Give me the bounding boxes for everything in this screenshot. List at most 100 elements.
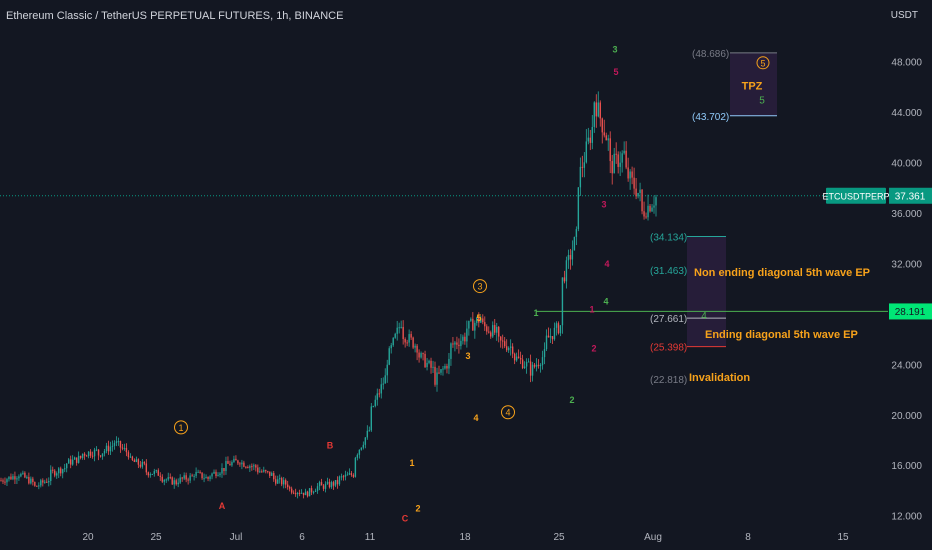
candle-body xyxy=(263,470,265,472)
candle-body xyxy=(77,455,80,463)
candle-body xyxy=(412,337,414,348)
candle-body xyxy=(649,205,651,212)
candle-body xyxy=(655,197,657,206)
candle-body xyxy=(645,216,647,218)
candle-body xyxy=(623,150,625,154)
x-tick-label: Aug xyxy=(644,532,662,543)
candle-body xyxy=(139,464,142,467)
candle-body xyxy=(464,336,466,342)
candle-body xyxy=(494,325,496,333)
annotation-text: Non ending diagonal 5th wave EP xyxy=(694,267,870,279)
candle-body xyxy=(627,167,629,179)
candle-body xyxy=(298,492,301,494)
candle-body xyxy=(438,372,440,374)
candle-body xyxy=(283,480,285,485)
candle-body xyxy=(503,341,506,347)
candle-body xyxy=(362,444,365,448)
candle-body xyxy=(290,488,293,493)
candle-body xyxy=(24,472,26,478)
candle-body xyxy=(87,451,90,457)
candle-body xyxy=(591,126,593,143)
candle-body xyxy=(241,462,243,465)
candle-body xyxy=(69,459,72,465)
candle-body xyxy=(382,383,384,385)
candle-body xyxy=(613,153,615,174)
tpz-wave-label: 5 xyxy=(759,95,765,106)
candle-body xyxy=(414,345,416,348)
level-label: (31.463) xyxy=(650,266,687,277)
level-label: (25.398) xyxy=(650,343,687,354)
candle-body xyxy=(67,459,70,464)
candle-body xyxy=(294,493,297,495)
candle-body xyxy=(492,325,494,337)
candle-body xyxy=(647,205,649,218)
candle-body xyxy=(223,467,225,472)
wave-label: 3 xyxy=(465,351,470,361)
candle-body xyxy=(219,473,221,476)
candle-body xyxy=(502,340,504,342)
candle-body xyxy=(277,479,279,484)
candle-body xyxy=(161,476,163,482)
x-tick-label: 6 xyxy=(299,532,305,543)
candle-body xyxy=(257,467,259,473)
candle-body xyxy=(549,336,552,338)
candle-body xyxy=(372,406,374,408)
candle-body xyxy=(105,445,108,452)
candle-body xyxy=(20,473,22,477)
candle-body xyxy=(358,449,361,455)
candle-body xyxy=(163,479,165,482)
candle-body xyxy=(468,320,470,329)
candle-body xyxy=(233,458,235,463)
candle-body xyxy=(442,368,444,370)
candle-body xyxy=(209,476,211,479)
current-price-label: 37.361 xyxy=(895,191,926,202)
candle-body xyxy=(390,345,392,349)
candle-body xyxy=(581,166,584,168)
candle-body xyxy=(300,492,303,494)
candle-body xyxy=(64,468,66,470)
candle-body xyxy=(354,457,357,477)
candle-body xyxy=(89,451,92,456)
candle-body xyxy=(537,364,540,366)
candle-body xyxy=(392,337,394,346)
candle-body xyxy=(316,486,319,491)
candle-body xyxy=(306,491,309,497)
candle-body xyxy=(147,472,150,476)
candle-body xyxy=(131,456,134,460)
candle-body xyxy=(115,441,118,444)
candle-body xyxy=(225,461,227,472)
candle-body xyxy=(155,470,157,472)
candle-body xyxy=(81,453,84,458)
y-tick-label: 12.000 xyxy=(891,512,922,523)
candle-body xyxy=(231,462,233,466)
candle-body xyxy=(597,102,599,117)
candle-body xyxy=(543,349,546,358)
candle-body xyxy=(394,333,396,338)
candle-body xyxy=(356,454,359,458)
candle-body xyxy=(513,353,516,361)
candle-body xyxy=(573,236,576,251)
candle-body xyxy=(605,135,607,141)
candle-body xyxy=(16,478,18,480)
candle-body xyxy=(296,492,299,495)
candle-body xyxy=(203,478,205,480)
candle-body xyxy=(370,406,373,431)
candle-body xyxy=(603,132,605,136)
candle-body xyxy=(539,365,542,367)
candle-body xyxy=(26,476,28,478)
candle-body xyxy=(113,443,116,446)
candle-body xyxy=(137,459,140,465)
candle-body xyxy=(286,484,289,488)
candle-body xyxy=(191,475,193,477)
candle-body xyxy=(579,166,582,188)
wave-label: 5 xyxy=(613,67,618,77)
candle-body xyxy=(344,474,347,477)
candle-body xyxy=(193,475,195,477)
candle-body xyxy=(406,342,408,344)
candle-body xyxy=(418,352,420,358)
candle-body xyxy=(54,470,56,476)
candle-body xyxy=(346,474,349,476)
currency-label: USDT xyxy=(890,10,918,21)
candle-body xyxy=(308,488,311,497)
